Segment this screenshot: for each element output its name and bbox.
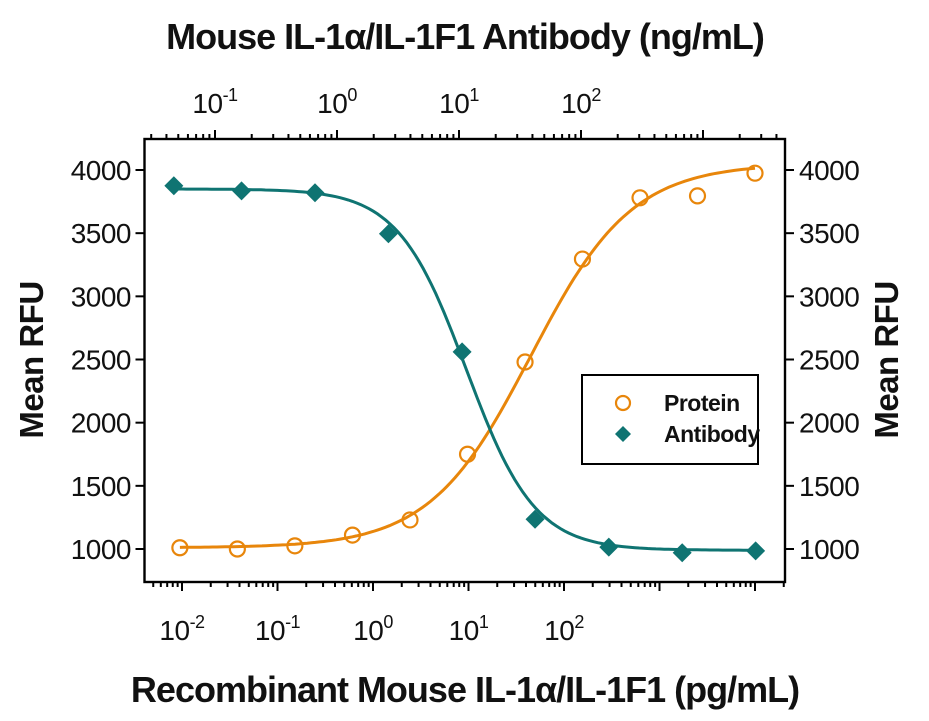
legend-box: [581, 374, 759, 465]
top-axis-title: Mouse IL-1α/IL-1F1 Antibody (ng/mL): [166, 16, 764, 57]
x-tick-label: 100: [353, 612, 393, 646]
right-y-tick-label: 3000: [799, 281, 859, 312]
antibody-data-point: [599, 537, 619, 557]
plot-frame: [143, 137, 787, 584]
y-axis-ticks: 1000 1000 1500 1500 2000 2000 2500 2500 3000 3000…: [71, 155, 860, 565]
legend-item-antibody: Antibody: [615, 421, 761, 447]
right-y-tick-label: 1000: [799, 534, 859, 565]
left-y-tick-label: 1000: [71, 534, 131, 565]
protein-data-point: [573, 250, 592, 268]
legend-item-label: Antibody: [664, 421, 760, 447]
protein-data-point: [228, 540, 246, 558]
x-tick-label: 101: [449, 612, 489, 646]
left-y-tick-label: 3000: [71, 281, 131, 312]
protein-data-point: [458, 445, 477, 463]
protein-data-point: [171, 539, 189, 557]
legend-item-label: Protein: [664, 390, 740, 416]
protein-data-point: [516, 353, 534, 371]
right-y-tick-label: 3500: [799, 218, 859, 249]
protein-data-point: [746, 164, 764, 182]
right-y-tick-label: 2500: [799, 345, 859, 376]
protein-data-point: [401, 511, 419, 529]
left-y-axis-title: Mean RFU: [13, 281, 50, 438]
antibody-data-point: [378, 224, 398, 244]
antibody-data-point: [232, 181, 252, 201]
antibody-data-point: [305, 183, 325, 203]
antibody-data-point: [672, 543, 692, 563]
open-circle-icon: [614, 394, 632, 412]
left-y-tick-label: 4000: [71, 155, 131, 186]
protein-data-point: [286, 537, 304, 555]
right-y-tick-label: 2000: [799, 408, 859, 439]
legend: Protein Antibody: [581, 374, 761, 465]
legend-item-protein: Protein: [614, 390, 740, 416]
right-y-tick-label: 1500: [799, 471, 859, 502]
filled-diamond-icon: [615, 426, 631, 442]
antibody-data-point: [452, 342, 472, 362]
left-y-tick-label: 1500: [71, 471, 131, 502]
x-tick-label: 10-1: [192, 85, 238, 119]
x-top-axis-ticks: 10-1 100 101 102: [150, 85, 778, 139]
right-y-axis-title: Mean RFU: [868, 281, 905, 438]
x-tick-label: 100: [317, 85, 357, 119]
x-tick-label: 10-1: [255, 612, 301, 646]
protein-data-point: [631, 189, 649, 207]
x-tick-label: 10-2: [159, 612, 205, 646]
left-y-tick-label: 2500: [71, 345, 131, 376]
left-y-tick-label: 2000: [71, 408, 131, 439]
antibody-data-point: [525, 509, 545, 529]
protein-fit-curve: [179, 166, 756, 549]
plot-area: 10-2 10-1 100 101 102 10-1 100 101 102 1000 1000 15…: [71, 85, 860, 646]
antibody-data-point: [746, 541, 766, 561]
antibody-fit-curve: [173, 187, 756, 552]
antibody-data-point: [164, 176, 184, 196]
bottom-axis-title: Recombinant Mouse IL-1α/IL-1F1 (pg/mL): [131, 669, 799, 710]
x-tick-label: 101: [439, 85, 479, 119]
x-tick-label: 102: [544, 612, 584, 646]
protein-data-point: [688, 187, 707, 205]
left-y-tick-label: 3500: [71, 218, 131, 249]
x-tick-label: 102: [561, 85, 601, 119]
x-bottom-axis-ticks: 10-2 10-1 100 101 102: [152, 582, 785, 646]
right-y-tick-label: 4000: [799, 155, 859, 186]
protein-data-point: [343, 526, 362, 544]
